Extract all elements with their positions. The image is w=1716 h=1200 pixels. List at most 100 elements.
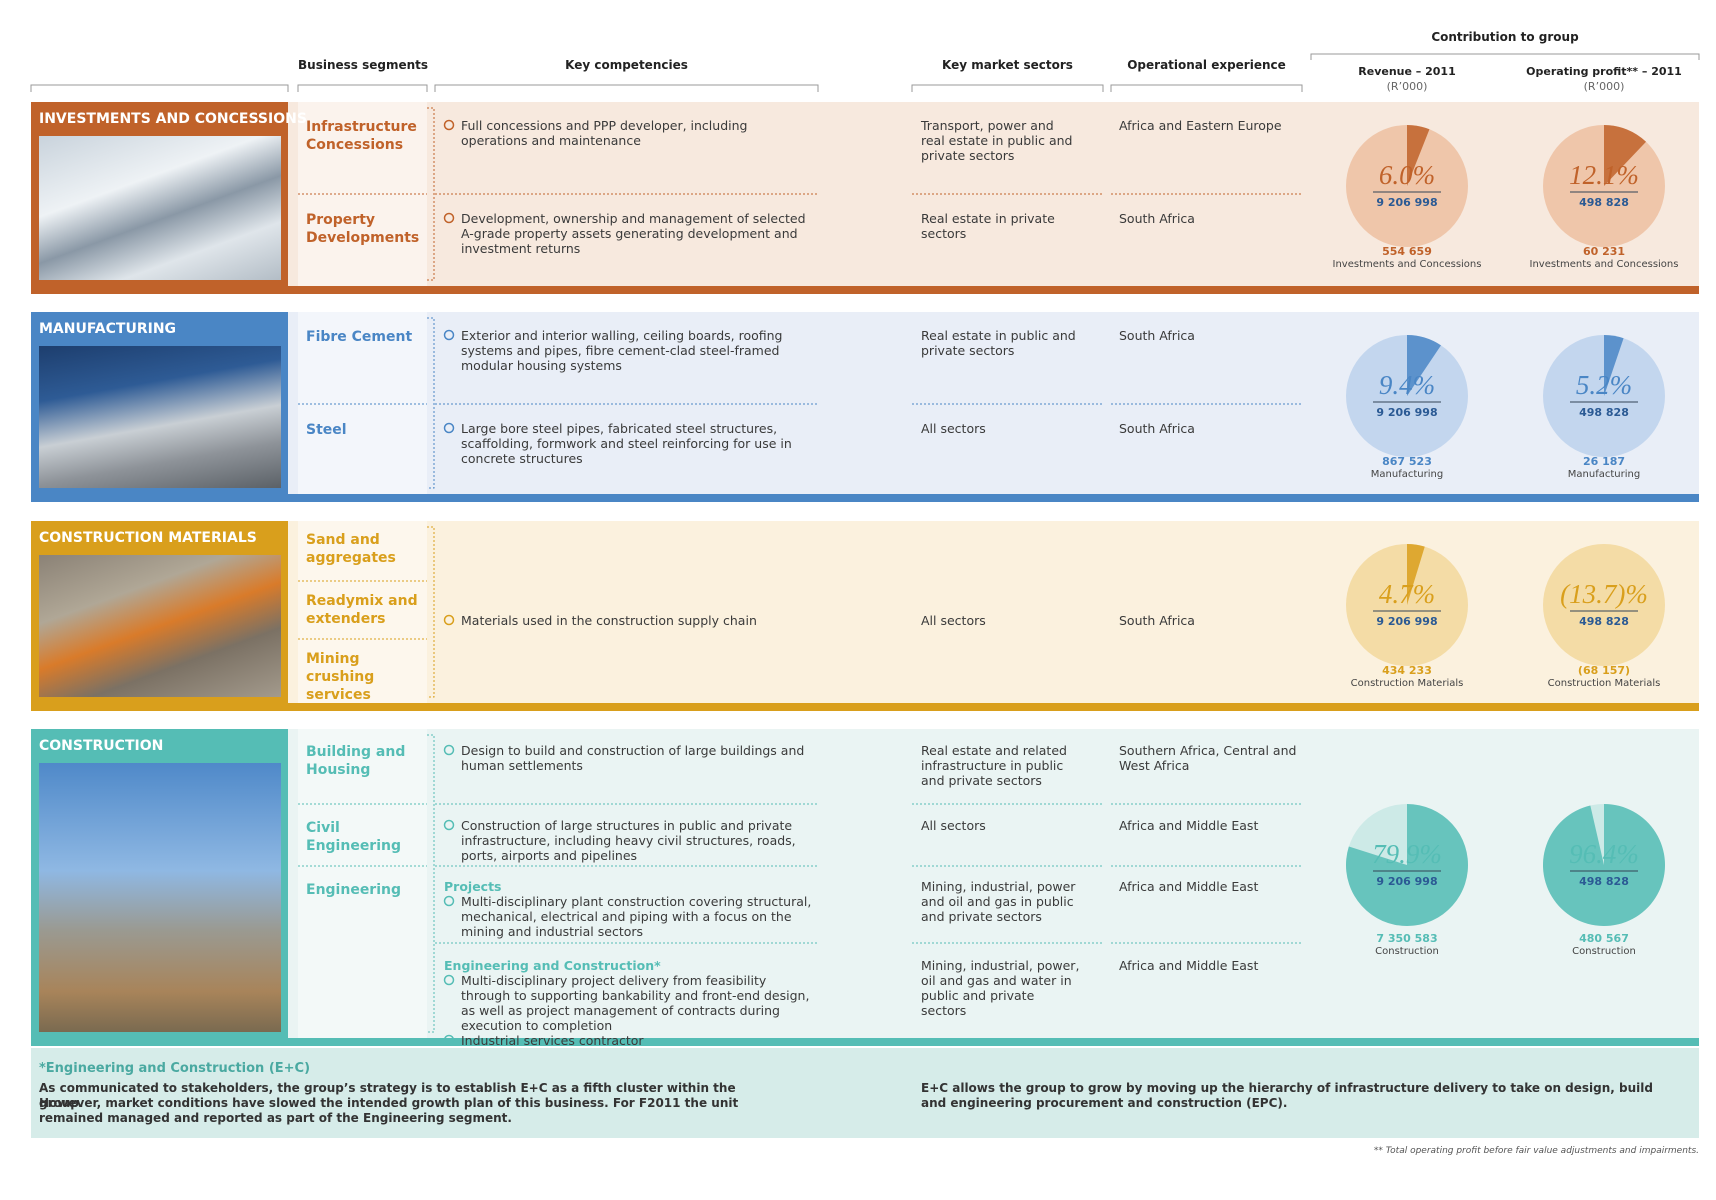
cluster-photo: [39, 763, 281, 1032]
cluster-title: MANUFACTURING: [39, 321, 177, 337]
header-title: Contribution to group: [1431, 30, 1579, 44]
detail-heading: Projects: [444, 879, 502, 894]
column-header: Key competencies: [565, 58, 688, 72]
amount: (68 157): [1578, 664, 1630, 677]
experience: South Africa: [1119, 421, 1195, 436]
experience: South Africa: [1119, 613, 1195, 628]
pie-total: 9 206 998: [1376, 875, 1437, 888]
segment-name: Sand and aggregates: [306, 532, 396, 566]
footnote-text: However, market conditions have slowed t…: [39, 1096, 739, 1125]
market-sectors: Mining, industrial, power and oil and ga…: [921, 879, 1076, 924]
cluster-title: CONSTRUCTION MATERIALS: [39, 530, 257, 546]
footnote-title: *Engineering and Construction (E+C): [39, 1061, 311, 1076]
column-header: Operating profit** – 2011: [1526, 65, 1682, 78]
bracket: [1310, 53, 1700, 60]
competency: Industrial services contractor: [461, 1033, 644, 1048]
bracket: [911, 84, 1104, 92]
bullet: [443, 119, 455, 131]
amount: 867 523: [1382, 455, 1432, 468]
amount-caption: Investments and Concessions: [1530, 259, 1679, 270]
segment-bracket: [427, 107, 435, 281]
bracket: [30, 84, 289, 92]
competency: Materials used in the construction suppl…: [461, 613, 757, 628]
amount-caption: Construction: [1572, 946, 1636, 957]
market-sectors: Real estate in public and private sector…: [921, 328, 1076, 358]
bracket: [297, 84, 428, 92]
pie-slice: [1604, 335, 1624, 396]
column-header: Revenue – 2011: [1358, 65, 1456, 78]
segment-name: Infrastructure Concessions: [306, 119, 417, 153]
column-header: Key market sectors: [942, 58, 1073, 72]
amount-caption: Manufacturing: [1568, 469, 1640, 480]
pie-total: 498 828: [1579, 875, 1629, 888]
cluster-title: CONSTRUCTION: [39, 738, 164, 754]
amount-caption: Investments and Concessions: [1333, 259, 1482, 270]
competency: Design to build and construction of larg…: [461, 743, 805, 773]
competency: Full concessions and PPP developer, incl…: [461, 118, 748, 148]
segment-column: [298, 312, 427, 494]
bracket: [1110, 84, 1303, 92]
cluster-bar: [31, 703, 1699, 711]
experience: Africa and Middle East: [1119, 958, 1259, 973]
detail-heading: Engineering and Construction*: [444, 958, 661, 973]
bullet: [443, 422, 455, 434]
amount-caption: Construction Materials: [1351, 678, 1464, 689]
pie-slice: [1604, 125, 1647, 186]
segment-bracket: [427, 526, 435, 698]
pie-total: 9 206 998: [1376, 406, 1437, 419]
pie-percent: 6.0%: [1379, 160, 1435, 190]
pie-percent: 12.1%: [1569, 160, 1639, 190]
unit: (R’000): [1386, 80, 1428, 93]
market-sectors: Mining, industrial, power, oil and gas a…: [921, 958, 1080, 1018]
pie-slice: [1346, 804, 1469, 926]
experience: Southern Africa, Central and West Africa: [1119, 743, 1297, 773]
pie-percent: 5.2%: [1576, 370, 1632, 400]
pie-total: 498 828: [1579, 615, 1629, 628]
pie-slice: [1542, 804, 1665, 926]
market-sectors: All sectors: [921, 421, 986, 436]
pie-percent: 9.4%: [1379, 370, 1435, 400]
pie-slice: [1407, 544, 1425, 605]
bracket: [434, 84, 819, 92]
unit: (R’000): [1583, 80, 1625, 93]
pie-total: 9 206 998: [1376, 196, 1437, 209]
market-sectors: Real estate and related infrastructure i…: [921, 743, 1067, 788]
amount: 7 350 583: [1376, 932, 1437, 945]
segment-column: [298, 521, 427, 703]
pie-slice: [1407, 125, 1430, 186]
experience: Africa and Middle East: [1119, 879, 1259, 894]
amount: 60 231: [1583, 245, 1625, 258]
bullet: [443, 212, 455, 224]
bullet: [443, 819, 455, 831]
bullet: [443, 614, 455, 626]
experience: Africa and Middle East: [1119, 818, 1259, 833]
experience: Africa and Eastern Europe: [1119, 118, 1282, 133]
note: ** Total operating profit before fair va…: [1373, 1146, 1699, 1156]
competency: Construction of large structures in publ…: [461, 818, 796, 863]
market-sectors: Real estate in private sectors: [921, 211, 1055, 241]
amount: 26 187: [1583, 455, 1625, 468]
market-sectors: All sectors: [921, 613, 986, 628]
amount-caption: Construction: [1375, 946, 1439, 957]
bullet: [443, 895, 455, 907]
bullet: [443, 329, 455, 341]
bullet: [443, 1034, 455, 1046]
competency: Large bore steel pipes, fabricated steel…: [461, 421, 792, 466]
cluster-title: INVESTMENTS AND CONCESSIONS: [39, 111, 307, 127]
cluster-bar: [31, 1038, 1699, 1046]
footnote-text: As communicated to stakeholders, the gro…: [39, 1081, 736, 1110]
pie-percent: (13.7)%: [1560, 579, 1648, 609]
amount: 480 567: [1579, 932, 1629, 945]
segment-bracket: [427, 734, 435, 1033]
pie-total: 498 828: [1579, 196, 1629, 209]
pie-total: 498 828: [1579, 406, 1629, 419]
pie-percent: 79.9%: [1372, 839, 1442, 869]
segment-name: Building and Housing: [306, 744, 406, 778]
amount: 554 659: [1382, 245, 1432, 258]
market-sectors: All sectors: [921, 818, 986, 833]
segment-name: Engineering: [306, 882, 401, 898]
segment-name: Fibre Cement: [306, 329, 413, 345]
segment-name: Property Developments: [306, 212, 420, 246]
